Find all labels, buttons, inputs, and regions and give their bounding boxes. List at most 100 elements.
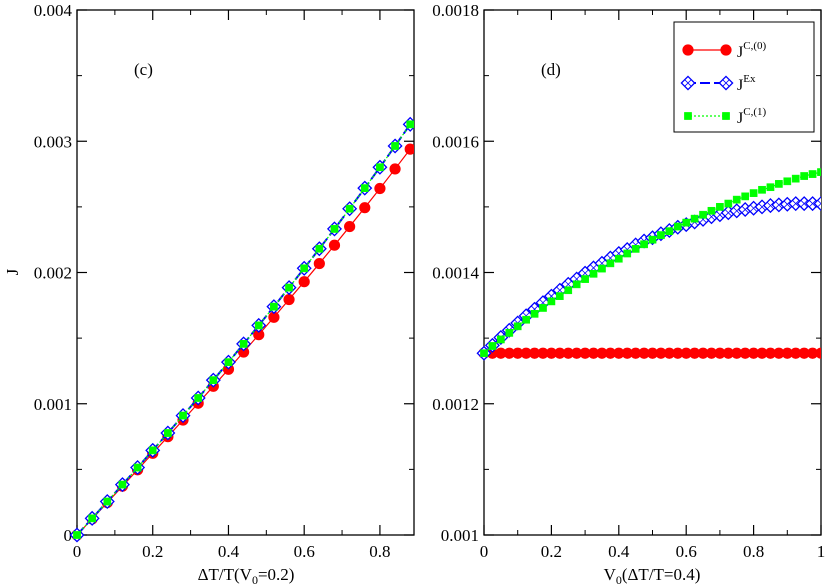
panel-d-point-c1 [539,304,547,312]
panel-d-x-title-rest: (ΔT/T=0.4) [622,565,701,584]
panel-c-point-c1 [270,302,278,311]
panel-d-point-c1 [513,322,522,331]
panel-c-point-c1 [391,142,399,150]
panel-d-point-c1 [505,329,514,337]
panel-d-point-c1 [488,342,497,350]
x-tick-label: 0.2 [142,542,163,561]
panel-d-point-c1 [732,195,741,204]
panel-d-x-title-main: V [604,565,617,584]
legend-marker-ex-hatch [684,79,692,87]
legend-markers [680,44,734,120]
panel-c: 0 0.2 0.4 0.6 0.8 0 0.001 0.002 0.003 0.004 (c) J… [3,1,415,587]
panel-d-point-c1 [775,180,783,188]
panel-c-x-axis-title: ΔT/T(V0=0.2) [198,565,295,587]
legend-label-c1: JC,(1) [737,106,766,127]
x-tick-label: 0.2 [541,542,562,561]
panel-d-point-c1 [749,189,758,197]
panel-c-point-c0 [298,276,310,288]
y-tick-label: 0 [64,526,73,545]
legend-marker-c1 [684,112,692,120]
panel-c-point-c1 [360,184,369,192]
y-tick-label: 0.003 [34,132,72,151]
legend-label-ex-base: J [737,77,743,94]
panel-d-point-c1 [480,349,488,358]
panel-d-x-title-sub: 0 [616,573,622,587]
panel-c-point-c1 [194,394,203,402]
legend-marker-ex-hatch [722,79,730,87]
panel-d-point-c1 [648,235,657,244]
panel-c-series-c1 [73,120,414,539]
panel-d-series-ex [476,196,821,361]
panel-c-point-c1 [103,497,112,506]
x-tick-label: 0.4 [218,542,240,561]
legend-label-c0: JC,(0) [737,40,766,61]
panel-d-point-c1 [530,309,539,318]
panel-d-point-ex-hatch [817,200,821,205]
panel-c-point-c0 [313,257,325,270]
y-tick-label: 0.002 [34,264,72,283]
panel-d-point-c1 [665,227,674,236]
panel-d-point-c1 [547,297,556,306]
legend-marker-c0 [682,44,694,56]
x-tick-label: 0.6 [294,542,315,561]
panel-d-point-ex-hatch [808,200,817,208]
legend-label-c1-sup: C,(1) [743,106,766,118]
panel-d-point-c1 [800,172,808,180]
x-tick-label: 1 [817,542,826,561]
panel-c-series [69,116,414,543]
panel-c-point-c1 [209,376,218,384]
panel-d-point-c1 [783,177,792,186]
legend-box [673,21,815,133]
y-tick-label: 0.0012 [432,395,479,414]
panel-d-series-c0 [478,347,821,359]
panel-d-ticks: 0 0.2 0.4 0.6 0.8 1 0.001 0.0012 0.0014 0.0016 0.0… [432,1,825,561]
y-tick-label: 0.004 [34,1,73,20]
panel-c-point-c1 [118,480,127,489]
x-tick-label: 0.8 [743,542,764,561]
panel-d-point-c1 [606,259,615,268]
panel-d-point-c1 [707,206,716,215]
panel-d-point-c1 [682,218,691,227]
panel-d-series-c1 [480,168,821,358]
panel-d-point-ex-hatch [783,200,791,208]
panel-c-point-c0 [344,220,356,233]
x-tick-label: 0.6 [676,542,697,561]
panel-c-x-title-rest: =0.2) [258,565,295,584]
panel-c-x-title-sub: 0 [252,573,258,587]
legend-marker-c1 [722,112,730,120]
y-tick-label: 0.0016 [432,132,479,151]
panel-d-point-ex-hatch [775,201,783,209]
panel-c-point-c0 [389,163,401,175]
y-tick-label: 0.0014 [432,264,479,283]
panel-d-point-ex-hatch [817,203,821,208]
legend-label-ex: JEx [737,73,756,94]
panel-c-point-c1 [179,411,187,420]
legend-label-ex-sup: Ex [743,73,756,85]
panel-c-point-c1 [285,283,293,292]
panel-c-point-c1 [345,204,354,213]
panel-d-point-c1 [716,203,724,211]
panel-d-point-c1 [497,335,505,344]
panel-c-point-c0 [328,239,341,251]
legend-marker-c0 [720,44,732,56]
panel-d-point-c1 [572,280,581,289]
panel-c-point-c0 [374,182,386,195]
legend-label-c0-base: J [737,44,743,61]
legend-marker-ex [718,75,734,91]
panel-d-point-c1 [640,240,648,249]
panel-c-point-c1 [73,531,81,539]
panel-d-point-ex-outline [813,196,821,212]
panel-c-x-title-main: ΔT/T(V [198,565,253,584]
panel-c-point-c1 [330,225,339,233]
panel-c-frame [76,9,415,536]
legend-marker-ex [680,75,696,91]
panel-d-point-c1 [724,199,733,208]
panel-c-point-c1 [239,340,248,348]
panel-c-tag: (c) [134,60,153,79]
panel-d-point-c1 [741,192,750,201]
panel-c-point-c1 [300,264,309,273]
panel-d-point-c1 [673,222,682,231]
panel-d-point-c1 [758,185,766,194]
panel-d-point-c1 [631,245,640,253]
